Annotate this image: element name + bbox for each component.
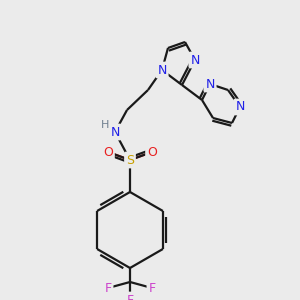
Text: N: N (157, 64, 167, 76)
Text: H: H (101, 120, 109, 130)
Text: N: N (205, 77, 215, 91)
Text: F: F (104, 281, 112, 295)
Text: N: N (190, 53, 200, 67)
Text: F: F (148, 281, 156, 295)
Text: O: O (147, 146, 157, 158)
Text: O: O (103, 146, 113, 158)
Text: N: N (235, 100, 245, 113)
Text: S: S (126, 154, 134, 166)
Text: N: N (110, 125, 120, 139)
Text: F: F (126, 293, 134, 300)
